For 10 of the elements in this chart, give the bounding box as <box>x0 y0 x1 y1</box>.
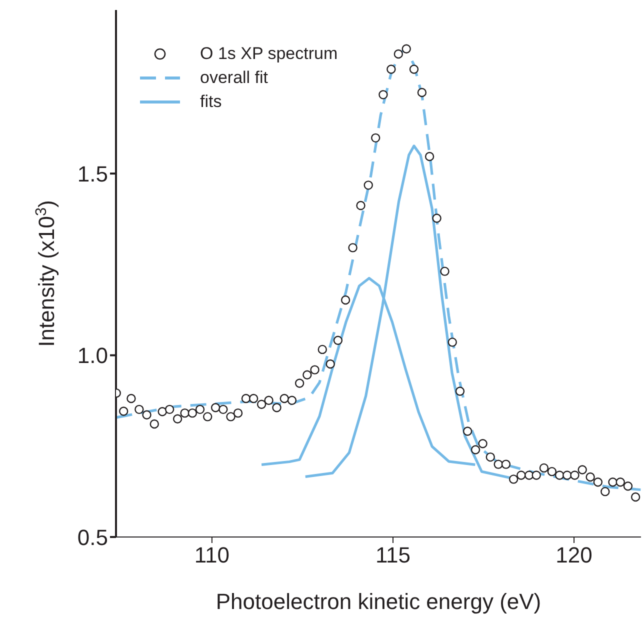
x-tick-label: 115 <box>375 542 411 568</box>
legend-label: overall fit <box>200 68 268 88</box>
legend-label: fits <box>200 92 222 112</box>
x-axis-title: Photoelectron kinetic energy (eV) <box>216 589 542 614</box>
y-tick-label: 1.5 <box>77 161 108 186</box>
x-tick-label: 120 <box>556 542 592 568</box>
y-tick-label: 1.0 <box>77 343 108 368</box>
legend-label: O 1s XP spectrum <box>200 44 338 64</box>
x-tick-label: 110 <box>194 542 230 568</box>
y-tick-label: 0.5 <box>77 524 108 550</box>
